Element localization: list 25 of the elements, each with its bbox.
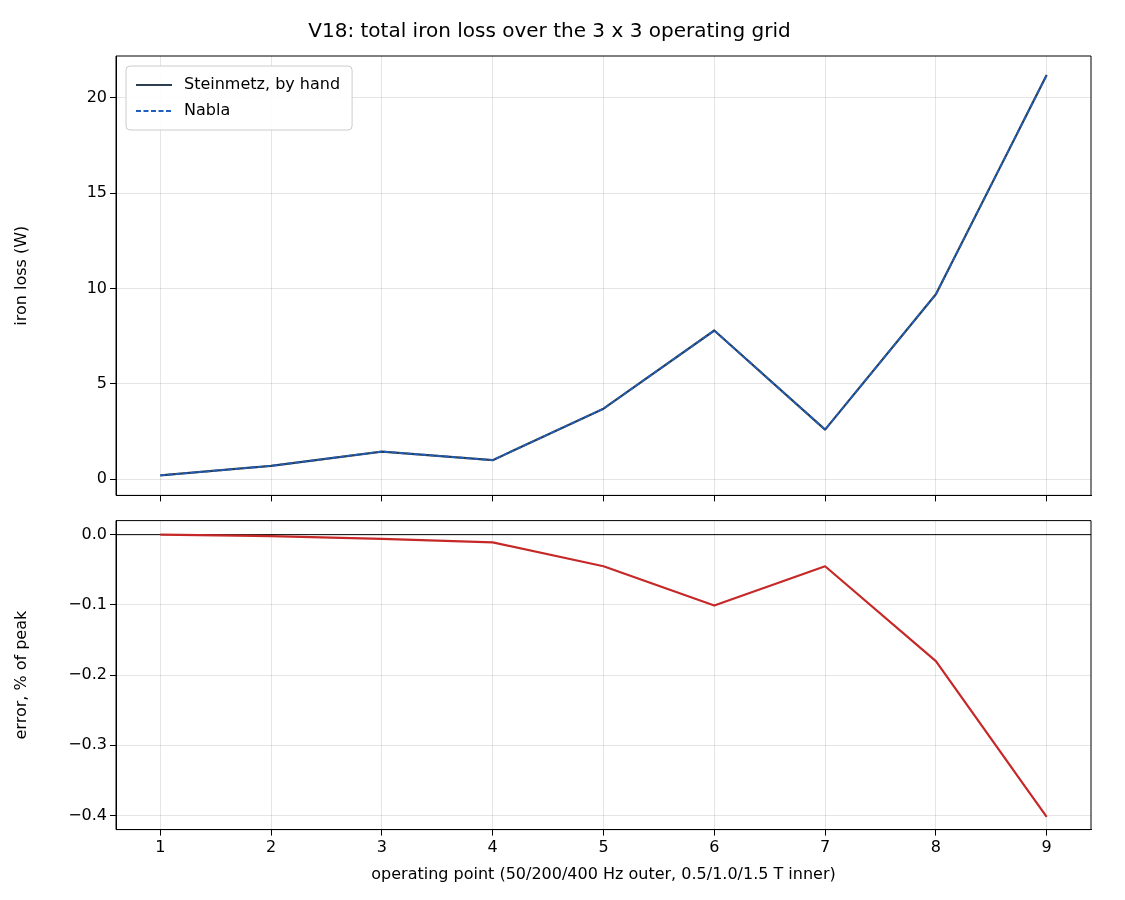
x-tick-label: 3	[376, 837, 387, 857]
y-tick-label: 15	[86, 182, 107, 202]
x-tick-label: 9	[1041, 837, 1052, 857]
y-tick-label: −0.3	[68, 734, 107, 754]
x-tick-label: 1	[155, 837, 166, 857]
y-axis-title: error, % of peak	[10, 609, 30, 740]
x-tick-label: 5	[598, 837, 609, 857]
x-tick-label: 6	[709, 837, 720, 857]
y-tick-label: −0.4	[68, 804, 107, 824]
legend-label: Nabla	[184, 100, 231, 120]
y-tick-label: 0.0	[81, 523, 107, 543]
x-axis-title: operating point (50/200/400 Hz outer, 0.5/1.0/1.5 T inner)	[371, 863, 836, 883]
x-tick-label: 4	[487, 837, 498, 857]
x-tick-label: 7	[820, 837, 831, 857]
x-tick-label: 8	[930, 837, 941, 857]
y-tick-label: −0.2	[68, 664, 107, 684]
legend-label: Steinmetz, by hand	[184, 74, 341, 94]
y-tick-label: 5	[96, 373, 107, 393]
chart-title: V18: total iron loss over the 3 x 3 operating grid	[308, 18, 791, 43]
y-axis-title: iron loss (W)	[10, 225, 30, 326]
y-tick-label: −0.1	[68, 594, 107, 614]
y-tick-label: 0	[96, 468, 107, 488]
y-tick-label: 20	[86, 87, 107, 107]
y-tick-label: 10	[86, 277, 107, 297]
x-tick-label: 2	[266, 837, 277, 857]
